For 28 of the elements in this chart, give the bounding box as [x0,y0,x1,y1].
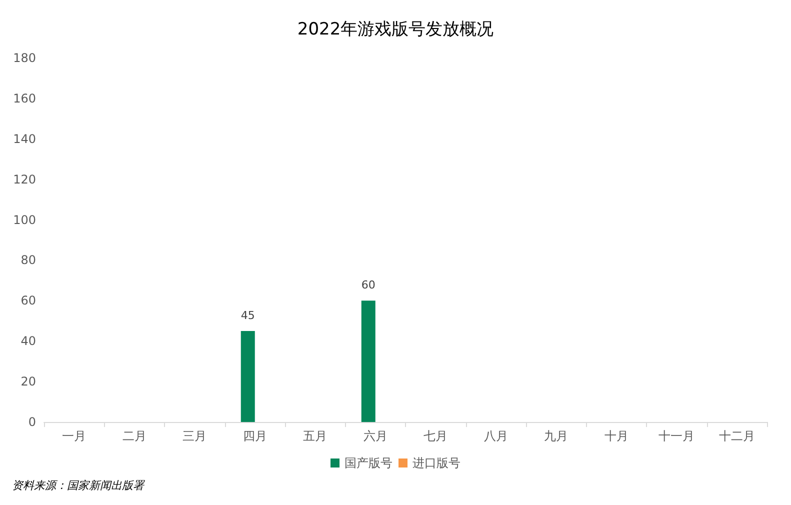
x-tick-label: 四月 [242,429,267,443]
legend-label: 进口版号 [412,456,460,470]
x-tick-label: 十月 [604,429,628,443]
chart-title: 2022年游戏版号发放概况 [297,20,494,40]
x-tick-label: 十二月 [718,429,755,443]
x-tick-label: 三月 [182,429,207,443]
x-tick-label: 六月 [363,429,388,443]
y-tick-label: 40 [20,334,36,348]
x-tick-label: 八月 [484,429,508,443]
y-tick-label: 20 [20,374,36,389]
y-tick-label: 120 [13,172,36,186]
y-tick-label: 140 [13,132,36,146]
legend-label: 国产版号 [344,456,392,470]
x-tick-label: 九月 [544,429,568,443]
x-tick-label: 七月 [424,429,448,443]
data-label: 45 [240,309,255,322]
y-tick-label: 60 [20,294,36,308]
x-tick-label: 五月 [303,429,328,443]
y-tick-label: 0 [28,415,36,429]
data-label: 60 [361,278,376,292]
x-tick-label: 二月 [122,429,146,443]
x-tick-label: 十一月 [658,429,695,443]
y-tick-label: 80 [20,253,36,268]
y-tick-label: 180 [13,51,36,65]
y-tick-label: 100 [13,212,36,227]
text: 资料来源：国家新闻出版署 [12,479,145,492]
x-tick-label: 一月 [62,429,86,443]
y-tick-label: 160 [13,91,36,106]
